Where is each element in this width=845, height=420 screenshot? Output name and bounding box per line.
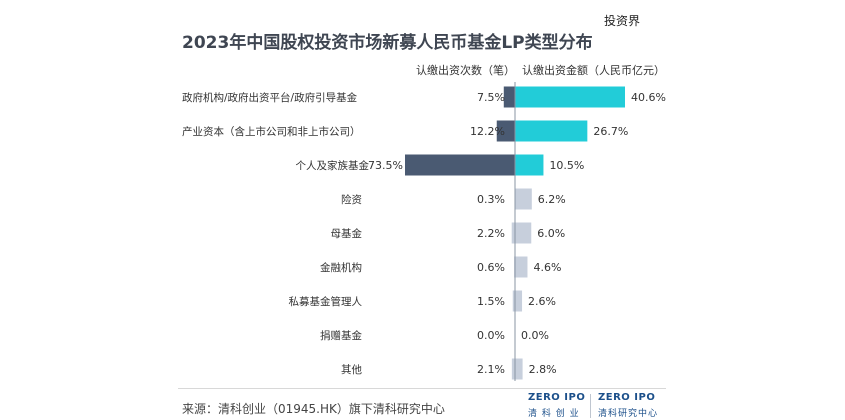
value-label-count: 73.5% (368, 159, 403, 172)
category-label: 母基金 (331, 227, 363, 240)
bar-amount (515, 358, 523, 380)
logo-subtitle: 清科研究中心 (598, 409, 659, 419)
bar-amount (515, 222, 532, 244)
category-label: 政府机构/政府出资平台/政府引导基金 (182, 91, 358, 104)
bar-amount (515, 290, 523, 312)
zero-ipo-logo: ZERO IPO 清 科 创 业 (528, 392, 588, 420)
column-header-amount: 认缴出资金额（人民币亿元） (522, 64, 665, 77)
value-label-amount: 0.0% (521, 329, 549, 342)
category-label: 捐赠基金 (320, 329, 362, 342)
lp-type-chart: 7.5% 40.6% 政府机构/政府出资平台/政府引导基金 12.2% 26.7% 产业资… (182, 82, 666, 381)
value-label-count: 12.2% (470, 125, 505, 138)
value-label-amount: 2.8% (529, 363, 557, 376)
logo-separator (590, 394, 591, 418)
bar-amount (515, 256, 528, 278)
category-label: 险资 (341, 193, 362, 206)
chart-panel (168, 0, 678, 420)
value-label-count: 0.6% (477, 261, 505, 274)
value-label-count: 0.3% (477, 193, 505, 206)
value-label-amount: 2.6% (528, 295, 556, 308)
chart-title: 2023年中国股权投资市场新募人民币基金LP类型分布 (182, 33, 593, 53)
category-label: 产业资本（含上市公司和非上市公司） (182, 125, 361, 138)
bar-amount (515, 188, 532, 210)
value-label-amount: 6.2% (538, 193, 566, 206)
value-label-amount: 40.6% (631, 91, 666, 104)
watermark: 投资界 (604, 14, 641, 28)
value-label-amount: 10.5% (549, 159, 584, 172)
logo-wordmark: ZERO IPO (528, 392, 586, 403)
bar-amount (515, 120, 588, 142)
bar-count (511, 358, 515, 380)
value-label-count: 2.1% (477, 363, 505, 376)
column-header-count: 认缴出资次数（笔） (416, 64, 515, 77)
category-label: 个人及家族基金 (296, 159, 370, 172)
value-label-count: 7.5% (477, 91, 505, 104)
source-note: 来源：清科创业（01945.HK）旗下清科研究中心 (182, 402, 445, 416)
category-label: 其他 (341, 363, 362, 376)
footer-divider (178, 388, 666, 389)
value-label-count: 0.0% (477, 329, 505, 342)
bar-count (512, 290, 515, 312)
category-label: 金融机构 (320, 261, 362, 274)
category-label: 私募基金管理人 (289, 295, 363, 308)
logo-wordmark: ZERO IPO (598, 392, 656, 403)
value-label-amount: 26.7% (593, 125, 628, 138)
value-label-amount: 4.6% (533, 261, 561, 274)
value-label-count: 1.5% (477, 295, 505, 308)
value-label-count: 2.2% (477, 227, 505, 240)
bar-count (405, 154, 515, 176)
bar-count (503, 86, 515, 108)
bar-amount (515, 86, 625, 108)
bar-amount (515, 154, 544, 176)
bar-count (511, 222, 515, 244)
logo-subtitle: 清 科 创 业 (528, 409, 580, 419)
zero-ipo-research-logo: ZERO IPO 清科研究中心 (598, 392, 658, 420)
bar-count (496, 120, 515, 142)
value-label-amount: 6.0% (537, 227, 565, 240)
